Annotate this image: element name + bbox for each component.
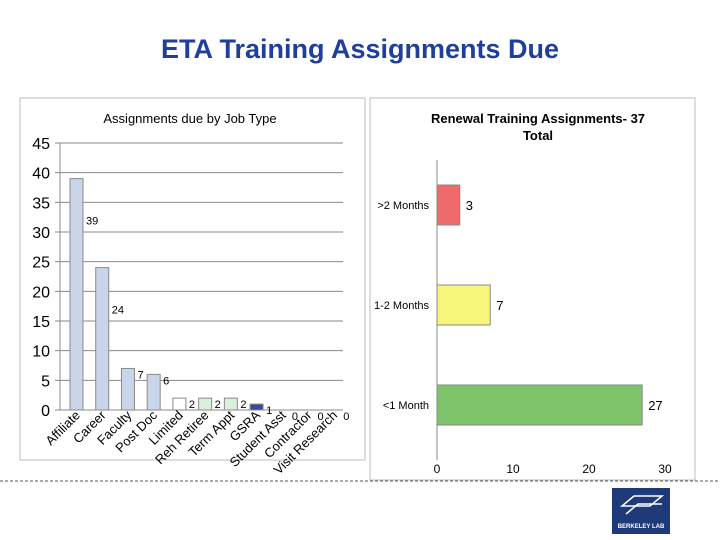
data-label: 7 xyxy=(496,298,503,313)
y-tick-label: 30 xyxy=(32,225,50,242)
data-label: 0 xyxy=(318,411,324,423)
y-tick-label: 15 xyxy=(32,314,50,331)
bar xyxy=(95,267,110,411)
bar xyxy=(249,403,264,411)
category-label: >2 Months xyxy=(377,200,429,212)
data-label: 0 xyxy=(343,411,349,423)
data-label: 2 xyxy=(215,399,221,411)
y-tick-label: 5 xyxy=(41,373,50,390)
data-label: 0 xyxy=(292,411,298,423)
bar xyxy=(120,367,135,411)
bar xyxy=(223,397,238,411)
bar xyxy=(436,384,643,426)
y-tick-label: 45 xyxy=(32,136,50,153)
x-tick-label: 30 xyxy=(658,462,672,476)
bar xyxy=(198,397,213,411)
left-chart-title: Assignments due by Job Type xyxy=(103,111,276,126)
y-tick-label: 20 xyxy=(32,284,50,301)
category-label: <1 Month xyxy=(383,400,429,412)
x-tick-label: 20 xyxy=(582,462,596,476)
data-label: 2 xyxy=(240,399,246,411)
berkeley-lab-logo: BERKELEY LAB xyxy=(612,488,670,534)
y-tick-label: 0 xyxy=(41,403,50,420)
data-label: 3 xyxy=(466,198,473,213)
bar xyxy=(436,184,461,226)
bar xyxy=(436,284,491,326)
y-tick-label: 10 xyxy=(32,344,50,361)
data-label: 39 xyxy=(86,216,98,228)
data-label: 6 xyxy=(163,375,169,387)
right-chart-title: Renewal Training Assignments- 37 Total xyxy=(431,111,645,143)
data-label: 24 xyxy=(112,305,124,317)
bar xyxy=(172,397,187,411)
data-label: 7 xyxy=(137,369,143,381)
bar xyxy=(146,373,161,411)
data-label: 27 xyxy=(648,398,662,413)
category-label: 1-2 Months xyxy=(374,300,430,312)
slide-title: ETA Training Assignments Due xyxy=(160,34,560,64)
y-tick-label: 40 xyxy=(32,166,50,183)
y-tick-label: 35 xyxy=(32,195,50,212)
logo-text: BERKELEY LAB xyxy=(618,524,665,530)
bar xyxy=(69,178,84,411)
x-tick-label: 10 xyxy=(506,462,520,476)
right-chart-plot: 0 10 20 30 >2 Months 3 1-2 Months 7 <1 Month 27 xyxy=(374,160,672,476)
data-label: 2 xyxy=(189,399,195,411)
x-tick-label: 0 xyxy=(434,462,441,476)
data-label: 1 xyxy=(266,405,272,417)
y-tick-label: 25 xyxy=(32,255,50,272)
